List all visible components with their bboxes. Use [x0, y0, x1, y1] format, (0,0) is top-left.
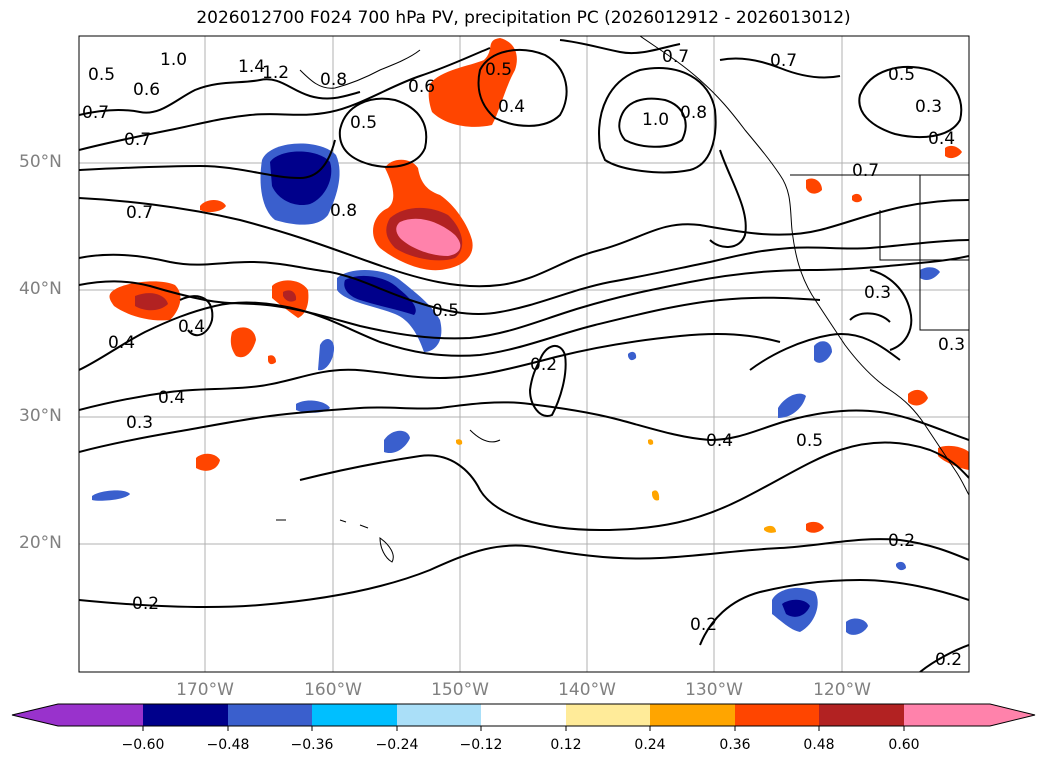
contour-label: 1.2	[262, 63, 289, 83]
contour-label: 0.5	[485, 60, 512, 80]
contour-label: 0.8	[680, 103, 707, 123]
contour-label: 0.3	[864, 283, 891, 303]
precip-positive-shading	[109, 38, 969, 533]
contour-labels: 0.5 0.6 1.0 1.4 1.2 0.8 0.7 0.7 0.6 0.5 …	[82, 47, 965, 670]
contour-label: 0.4	[178, 317, 205, 337]
contour-label: 0.2	[132, 594, 159, 614]
lon-label-140w: 140°W	[558, 680, 616, 700]
contour-label: 0.7	[662, 47, 689, 67]
contour-label: 0.6	[408, 77, 435, 97]
coastline	[276, 36, 969, 563]
contour-label: 0.7	[770, 51, 797, 71]
lat-label-30n: 30°N	[19, 406, 62, 426]
contour-label: 0.4	[498, 97, 525, 117]
contour-label: 0.8	[320, 70, 347, 90]
contour-label: 0.5	[796, 431, 823, 451]
colorbar-tick-label: 0.48	[803, 737, 835, 753]
contour-label: 0.3	[126, 413, 153, 433]
lon-label-170w: 170°W	[176, 680, 234, 700]
colorbar-tick-label: 0.24	[634, 737, 666, 753]
contour-label: 0.4	[928, 129, 955, 149]
lat-label-40n: 40°N	[19, 279, 62, 299]
contour-label: 0.7	[852, 161, 879, 181]
contour-label: 0.4	[158, 388, 185, 408]
colorbar-tick-label: −0.12	[459, 737, 503, 753]
lon-label-120w: 120°W	[813, 680, 871, 700]
contour-label: 0.3	[915, 97, 942, 117]
contour-label: 1.0	[160, 50, 187, 70]
contour-label: 0.8	[330, 201, 357, 221]
colorbar-extend-min	[12, 704, 143, 726]
contour-label: 0.5	[350, 113, 377, 133]
contour-label: 0.2	[690, 615, 717, 635]
colorbar-tick-label: 0.12	[550, 737, 582, 753]
contour-label: 0.2	[935, 650, 962, 670]
contour-label: 0.6	[133, 80, 160, 100]
contour-label: 0.5	[88, 65, 115, 85]
contour-label: 1.0	[642, 110, 669, 130]
contour-label: 0.7	[126, 203, 153, 223]
colorbar-tick-label: −0.60	[121, 737, 165, 753]
lon-label-160w: 160°W	[304, 680, 362, 700]
colorbar-tick-label: −0.36	[290, 737, 334, 753]
lat-label-50n: 50°N	[19, 152, 62, 172]
pv-contours	[79, 39, 969, 672]
contour-label: 0.4	[108, 333, 135, 353]
colorbar-tick-label: 0.36	[719, 737, 751, 753]
colorbar-tick-label: 0.60	[888, 737, 920, 753]
colorbar	[11, 703, 1036, 731]
contour-label: 0.5	[432, 301, 459, 321]
contour-label: 0.7	[124, 130, 151, 150]
contour-label: 0.4	[706, 431, 733, 451]
colorbar-extend-max	[904, 704, 1035, 726]
colorbar-tick-label: −0.48	[206, 737, 250, 753]
map-title: 2026012700 F024 700 hPa PV, precipitatio…	[196, 8, 851, 28]
contour-label: 0.7	[82, 103, 109, 123]
colorbar-tick-label: −0.24	[375, 737, 419, 753]
contour-label: 0.3	[938, 335, 965, 355]
contour-label: 0.5	[888, 65, 915, 85]
lon-label-130w: 130°W	[685, 680, 743, 700]
contour-label: 1.4	[238, 57, 265, 77]
contour-label: 0.2	[530, 355, 557, 375]
contour-label: 0.2	[888, 531, 915, 551]
lat-label-20n: 20°N	[19, 533, 62, 553]
lon-label-150w: 150°W	[431, 680, 489, 700]
